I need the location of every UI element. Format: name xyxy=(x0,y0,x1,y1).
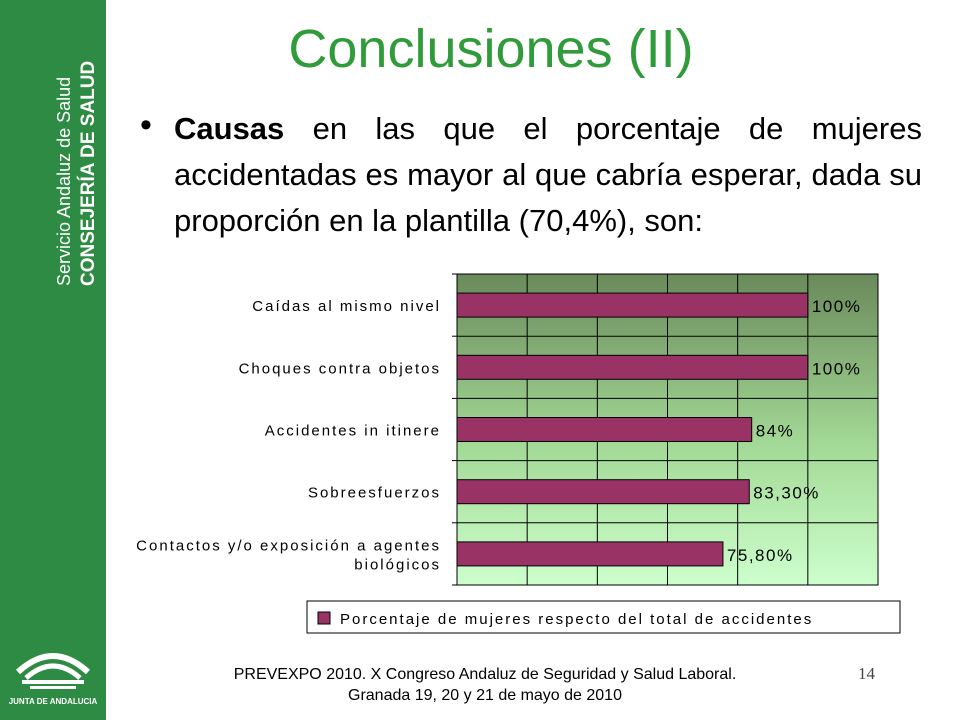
bar xyxy=(456,541,724,567)
data-label: 100% xyxy=(812,297,861,316)
logo-text: JUNTA DE ANDALUCIA xyxy=(9,697,98,706)
bullet-dot: • xyxy=(140,106,152,144)
plot-border xyxy=(456,273,879,586)
data-label: 75,80% xyxy=(727,546,794,565)
data-label: 84% xyxy=(756,422,795,441)
bullet-text: en las que el porcentaje de mujeres acci… xyxy=(174,111,922,238)
category-label: Contactos y/o exposición a agentes xyxy=(136,537,441,554)
category-label: Caídas al mismo nivel xyxy=(252,298,441,315)
bar xyxy=(456,292,809,318)
org-name-line2: CONSEJERÍA DE SALUD xyxy=(77,61,99,286)
slide-title: Conclusiones (II) xyxy=(288,19,694,79)
category-label: Sobreesfuerzos xyxy=(308,485,441,502)
legend-swatch xyxy=(317,611,331,625)
data-label: 83,30% xyxy=(753,484,820,503)
junta-logo: JUNTA DE ANDALUCIA xyxy=(9,653,98,706)
sidebar-org-text: Servicio Andaluz de Salud CONSEJERÍA DE … xyxy=(54,61,99,286)
bar xyxy=(456,417,753,442)
bullet-bold: Causas xyxy=(174,111,285,146)
category-label: Accidentes in itinere xyxy=(265,423,441,440)
footer: PREVEXPO 2010. X Congreso Andaluz de Seg… xyxy=(160,664,810,706)
footer-line1: PREVEXPO 2010. X Congreso Andaluz de Seg… xyxy=(233,666,737,683)
sidebar-band xyxy=(0,0,106,720)
org-name-line1: Servicio Andaluz de Salud xyxy=(54,77,74,286)
plot-area xyxy=(457,274,878,585)
legend-box xyxy=(306,600,901,634)
page-number: 14 xyxy=(858,664,875,683)
bar xyxy=(456,354,809,380)
data-label: 100% xyxy=(812,359,861,378)
bullet-paragraph: Causas en las que el porcentaje de mujer… xyxy=(174,106,922,244)
category-label: Choques contra objetos xyxy=(239,360,441,377)
legend-label: Porcentaje de mujeres respecto del total… xyxy=(340,611,813,628)
footer-line2: Granada 19, 20 y 21 de mayo de 2010 xyxy=(348,687,622,704)
bar xyxy=(456,479,750,505)
category-label: biológicos xyxy=(354,556,441,573)
